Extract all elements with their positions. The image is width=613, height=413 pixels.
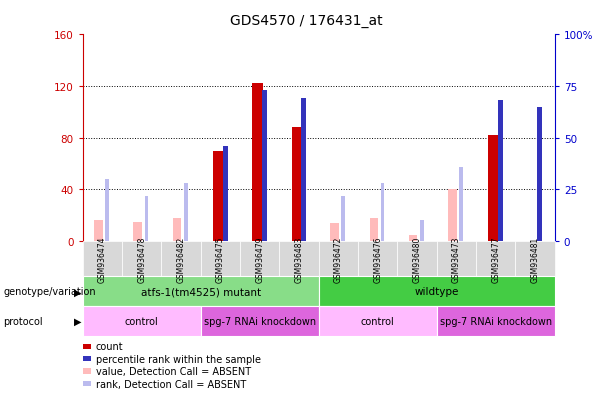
Text: GSM936476: GSM936476 [373,236,383,282]
Text: GSM936474: GSM936474 [98,236,107,282]
Text: atfs-1(tm4525) mutant: atfs-1(tm4525) mutant [141,287,261,297]
Text: control: control [361,316,395,326]
Bar [213,151,224,242]
Text: genotype/variation: genotype/variation [3,287,96,297]
Bar [262,91,267,242]
Text: control: control [125,316,159,326]
Text: GSM936482: GSM936482 [177,236,186,282]
Bar [223,147,227,242]
Bar [459,167,463,242]
Text: rank, Detection Call = ABSENT: rank, Detection Call = ABSENT [96,379,246,389]
Bar [94,221,103,242]
Text: spg-7 RNAi knockdown: spg-7 RNAi knockdown [204,316,316,326]
Bar [409,235,417,242]
Text: value, Detection Call = ABSENT: value, Detection Call = ABSENT [96,366,251,376]
Text: protocol: protocol [3,316,43,326]
Bar [292,128,303,242]
Text: count: count [96,342,123,351]
Text: GSM936477: GSM936477 [491,236,500,282]
Bar [381,184,384,242]
Bar [105,180,109,242]
Bar [489,136,500,242]
Bar [145,196,148,242]
Bar [420,221,424,242]
Text: GSM936483: GSM936483 [295,236,303,282]
Text: ▶: ▶ [74,287,82,297]
Text: GSM936478: GSM936478 [137,236,147,282]
Bar [370,218,378,242]
Text: ▶: ▶ [74,316,82,326]
Text: percentile rank within the sample: percentile rank within the sample [96,354,261,364]
Bar [448,190,457,242]
Bar [538,107,542,242]
Bar [173,218,181,242]
Bar [134,222,142,242]
Text: GSM936479: GSM936479 [255,236,264,282]
Bar [341,196,345,242]
Text: spg-7 RNAi knockdown: spg-7 RNAi knockdown [440,316,552,326]
Text: GSM936475: GSM936475 [216,236,225,282]
Text: GDS4570 / 176431_at: GDS4570 / 176431_at [230,14,383,28]
Bar [498,101,503,242]
Bar [253,84,264,242]
Text: GSM936480: GSM936480 [413,236,422,282]
Text: GSM936472: GSM936472 [334,236,343,282]
Text: wildtype: wildtype [414,287,459,297]
Bar [184,184,188,242]
Bar [302,99,306,242]
Text: GSM936481: GSM936481 [531,236,539,282]
Text: GSM936473: GSM936473 [452,236,461,282]
Bar [330,223,339,242]
